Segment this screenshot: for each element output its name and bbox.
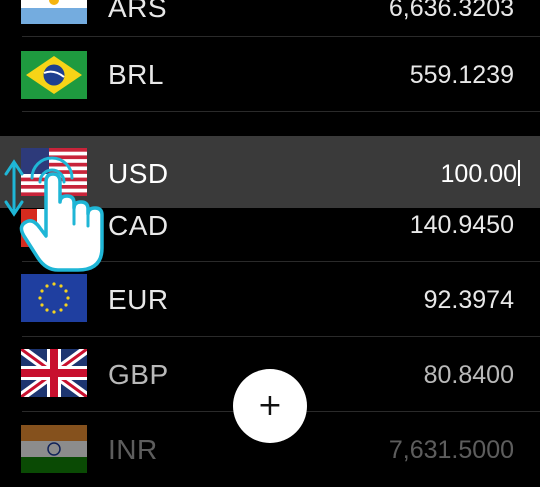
currency-code: EUR bbox=[108, 284, 169, 315]
currency-amount: 80.8400 bbox=[423, 361, 514, 389]
text-caret bbox=[518, 160, 520, 186]
currency-amount: 92.3974 bbox=[423, 286, 514, 314]
brazil-flag-icon bbox=[21, 51, 87, 99]
divider bbox=[22, 261, 540, 262]
currency-row-ars[interactable]: ARS 6,636.3203 bbox=[0, 0, 540, 37]
argentina-flag-icon bbox=[21, 0, 87, 24]
uk-flag-icon bbox=[21, 349, 87, 397]
divider bbox=[22, 111, 540, 112]
eu-flag-icon bbox=[21, 274, 87, 322]
currency-amount: 7,631.5000 bbox=[388, 436, 514, 464]
amount-value: 100.00 bbox=[440, 160, 517, 188]
currency-code: USD bbox=[108, 158, 169, 189]
divider bbox=[22, 36, 540, 37]
currency-amount-input[interactable]: 100.00 bbox=[441, 160, 520, 189]
divider bbox=[22, 336, 540, 337]
currency-amount: 559.1239 bbox=[409, 61, 514, 89]
currency-code: ARS bbox=[108, 0, 168, 23]
currency-row-gbp[interactable]: GBP 80.8400 bbox=[0, 337, 540, 412]
currency-row-inr[interactable]: INR 7,631.5000 bbox=[0, 412, 540, 487]
drag-gesture-hand-icon bbox=[4, 156, 104, 272]
add-currency-button[interactable]: + bbox=[233, 369, 307, 443]
currency-amount: 6,636.3203 bbox=[388, 0, 514, 22]
currency-row-usd-active[interactable]: USD 100.00 bbox=[0, 136, 540, 208]
currency-code: BRL bbox=[108, 59, 164, 90]
india-flag-icon bbox=[21, 425, 87, 473]
plus-icon: + bbox=[257, 388, 283, 423]
currency-row-eur[interactable]: EUR 92.3974 bbox=[0, 262, 540, 337]
currency-code: CAD bbox=[108, 210, 169, 241]
currency-code: INR bbox=[108, 434, 158, 465]
currency-amount: 140.9450 bbox=[409, 211, 514, 239]
currency-code: GBP bbox=[108, 359, 169, 390]
currency-row-brl[interactable]: BRL 559.1239 bbox=[0, 37, 540, 112]
